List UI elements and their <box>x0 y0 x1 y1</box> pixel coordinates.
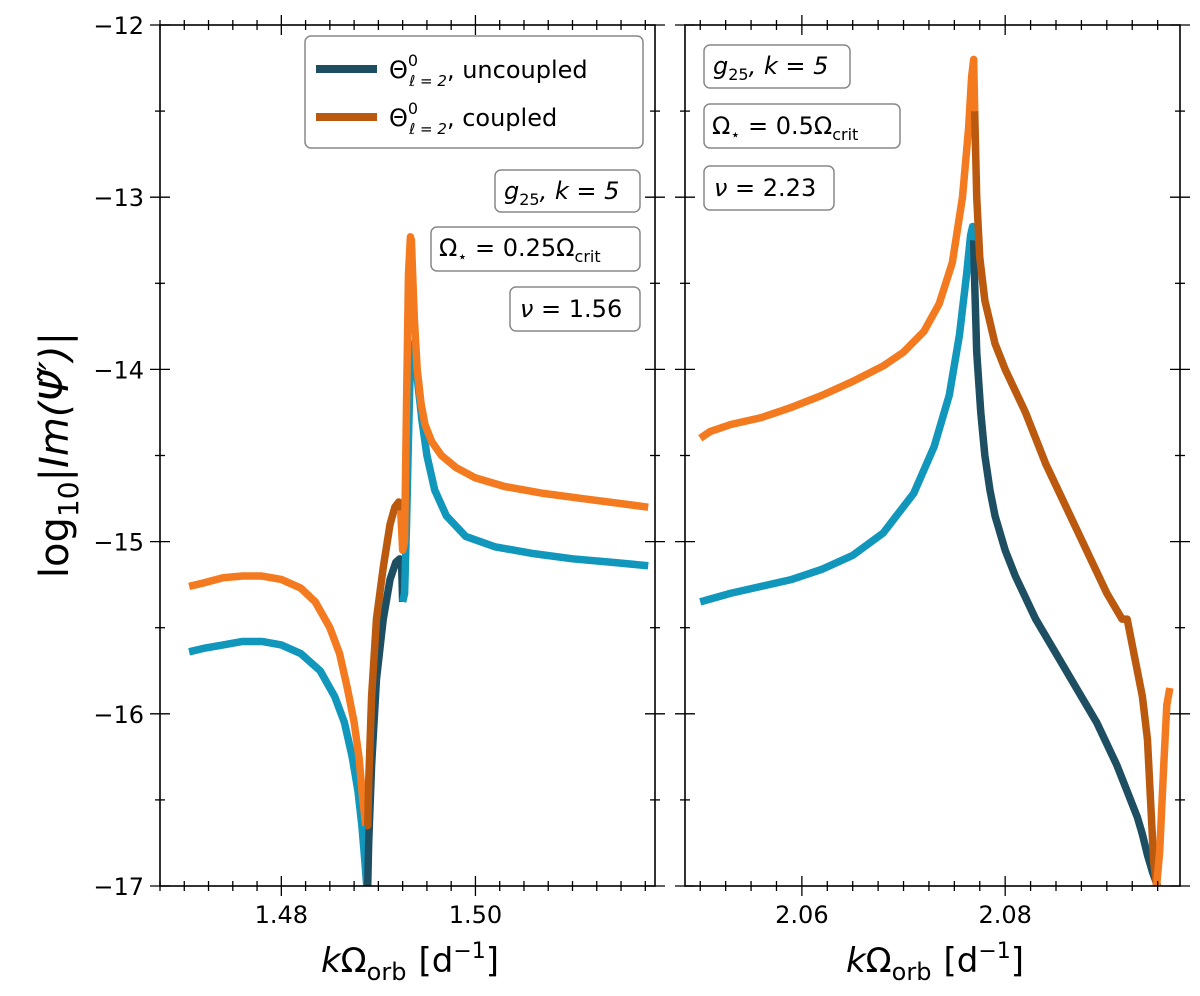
annotation-omega-right: Ω⋆ = 0.5Ωcrit <box>703 103 901 149</box>
left-series-coupled-light-segment-2 <box>396 233 649 554</box>
annotation-mode-right: g25, k = 5 <box>703 44 851 89</box>
left-series-uncoupled-light-segment-2 <box>398 339 649 603</box>
left-series-uncoupled-dark-segment-1 <box>363 555 407 886</box>
left-x-axis-label: kΩorb [d−1] <box>321 939 499 986</box>
ytick-label: −17 <box>93 873 144 901</box>
left-series-coupled-dark-segment-1 <box>363 498 405 830</box>
svg-text:g25, k = 5: g25, k = 5 <box>504 177 619 209</box>
right-panel: 2.06 2.08 g25, k = 5 Ω⋆ = 0.5Ωcrit ν = 2.… <box>675 15 1190 986</box>
annotation-omega-left: Ω⋆ = 0.25Ωcrit <box>430 226 641 272</box>
svg-text:Ω⋆ = 0.5Ωcrit: Ω⋆ = 0.5Ωcrit <box>712 112 858 144</box>
right-series-uncoupled-light-segment-0 <box>699 222 978 606</box>
svg-text:ν = 1.56: ν = 1.56 <box>520 295 622 323</box>
legend-label-uncoupled: Θ0 ℓ = 2, uncoupled <box>389 51 588 90</box>
legend-box <box>304 35 644 149</box>
right-series-uncoupled-dark-segment-1 <box>969 240 1162 886</box>
svg-text:g25, k = 5: g25, k = 5 <box>713 52 828 84</box>
left-xtick-label: 1.50 <box>449 901 502 929</box>
svg-text:ν = 2.23: ν = 2.23 <box>714 174 816 202</box>
annotation-nu-left: ν = 1.56 <box>509 286 641 332</box>
right-series-coupled-dark-segment-1 <box>970 111 1161 886</box>
left-series-coupled-light-segment-0 <box>188 572 370 827</box>
right-x-tick-labels: 2.06 2.08 <box>775 901 1032 929</box>
right-series-group <box>698 55 1174 886</box>
legend-label-coupled: Θ0 ℓ = 2, coupled <box>389 99 557 138</box>
left-series-group <box>188 233 649 886</box>
y-axis-label: log10|Im(Ψ̃′)| <box>32 332 85 578</box>
left-panel: −17 −16 −15 −14 −13 −12 1.48 1.50 Θ0 ℓ = 2, unc… <box>93 12 665 986</box>
ytick-label: −13 <box>93 184 144 212</box>
right-xtick-label: 2.06 <box>775 901 828 929</box>
svg-text:Ω⋆ = 0.25Ωcrit: Ω⋆ = 0.25Ωcrit <box>439 234 601 266</box>
ytick-label: −15 <box>93 529 144 557</box>
left-y-tick-labels: −17 −16 −15 −14 −13 −12 <box>93 12 144 901</box>
left-ticks <box>150 15 665 896</box>
right-ticks <box>675 15 1190 896</box>
right-series-coupled-light-segment-2 <box>1152 687 1174 886</box>
right-xtick-label: 2.08 <box>978 901 1031 929</box>
left-xtick-label: 1.48 <box>255 901 308 929</box>
left-series-uncoupled-light-segment-0 <box>188 637 371 886</box>
right-series-coupled-light-segment-0 <box>698 55 979 442</box>
legend: Θ0 ℓ = 2, uncoupled Θ0 ℓ = 2, coupled <box>304 35 644 149</box>
annotation-mode-left: g25, k = 5 <box>494 169 641 213</box>
left-x-tick-labels: 1.48 1.50 <box>255 901 503 929</box>
annotation-nu-right: ν = 2.23 <box>703 165 835 211</box>
right-x-axis-label: kΩorb [d−1] <box>846 939 1024 986</box>
ytick-label: −16 <box>93 701 144 729</box>
ytick-label: −14 <box>93 356 144 384</box>
ytick-label: −12 <box>93 12 144 40</box>
